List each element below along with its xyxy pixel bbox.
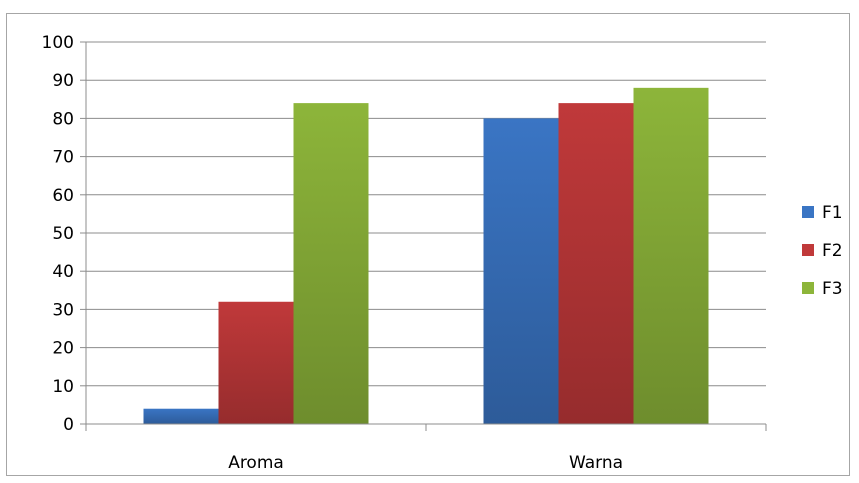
y-tick-label: 20	[52, 339, 74, 359]
y-tick-label: 70	[52, 148, 74, 168]
bar-f2-aroma	[218, 301, 294, 424]
legend-label-f1: F1	[822, 203, 843, 223]
bar-f1-aroma	[143, 408, 219, 424]
y-tick-label: 60	[52, 186, 74, 206]
x-tick-labels: Aroma Warna	[228, 453, 623, 473]
bar-f1-warna	[483, 118, 559, 425]
legend-swatch-f3	[802, 282, 814, 294]
bar-f3-aroma	[293, 103, 369, 425]
legend-label-f2: F2	[822, 241, 843, 261]
legend: F1 F2 F3	[802, 203, 843, 299]
y-tick-label: 80	[52, 109, 74, 129]
legend-swatch-f1	[802, 206, 814, 218]
y-tick-labels: 0 10 20 30 40 50 60 70 80 90 100	[42, 33, 74, 435]
x-tick-label: Aroma	[228, 453, 284, 473]
chart-frame	[6, 13, 850, 476]
y-tick-label: 0	[63, 415, 74, 435]
bars	[143, 87, 709, 425]
y-tick-label: 90	[52, 71, 74, 91]
y-tick-label: 50	[52, 224, 74, 244]
y-tick-label: 30	[52, 300, 74, 320]
bar-f2-warna	[558, 103, 634, 425]
y-tick-label: 100	[42, 33, 74, 53]
bar-f3-warna	[633, 87, 709, 424]
x-tick-label: Warna	[569, 453, 623, 473]
legend-swatch-f2	[802, 244, 814, 256]
legend-label-f3: F3	[822, 279, 843, 299]
axes	[80, 41, 767, 431]
y-tick-label: 10	[52, 377, 74, 397]
y-tick-label: 40	[52, 262, 74, 282]
